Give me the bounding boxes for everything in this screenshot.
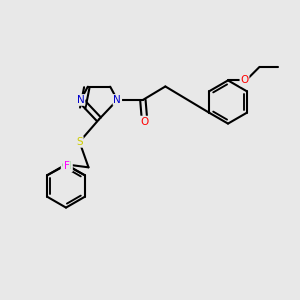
Text: O: O bbox=[140, 117, 148, 127]
Text: N: N bbox=[77, 95, 85, 105]
Text: Cl: Cl bbox=[61, 161, 72, 171]
Text: S: S bbox=[76, 137, 83, 147]
Text: N: N bbox=[113, 95, 121, 105]
Text: F: F bbox=[64, 161, 70, 171]
Text: O: O bbox=[240, 75, 249, 85]
